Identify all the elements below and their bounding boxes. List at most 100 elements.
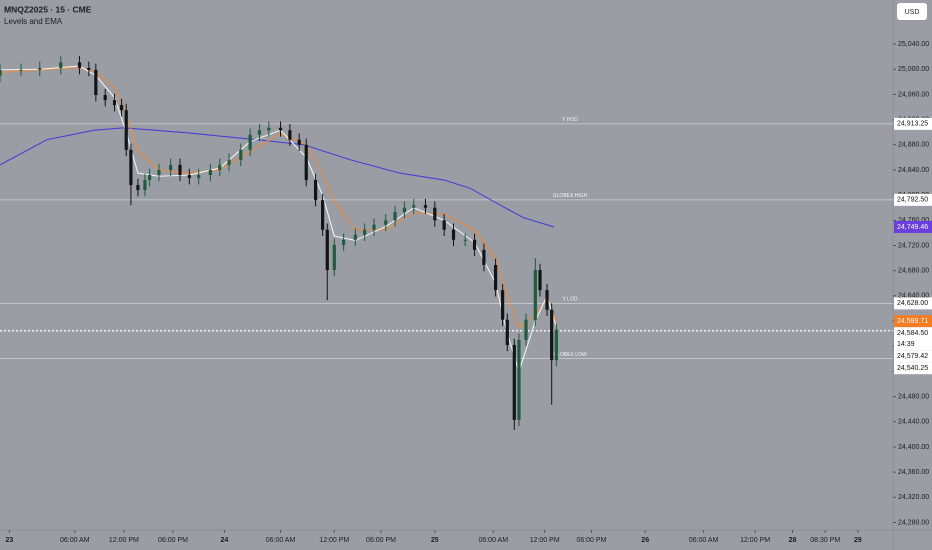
candle-body — [208, 169, 212, 175]
candle-body — [38, 67, 42, 70]
x-tick-label: 12:00 PM — [319, 537, 349, 544]
candle-body — [538, 270, 542, 291]
candle-body — [393, 212, 397, 221]
candle-body — [442, 220, 446, 230]
candle-body — [169, 164, 173, 170]
candle-body — [517, 339, 521, 420]
candle-body — [187, 174, 191, 179]
y-tick-label: 24,280.00 — [898, 519, 929, 526]
candle-body — [423, 205, 428, 208]
y-tick-label: 24,320.00 — [898, 494, 929, 501]
x-tick-label: 23 — [5, 537, 13, 544]
x-tick-label: 12:00 PM — [109, 537, 139, 544]
candle-body — [325, 229, 329, 271]
y-tick-label: 24,760.00 — [898, 217, 929, 224]
candle-body — [239, 149, 243, 160]
price-tag — [894, 315, 932, 328]
price-tag — [894, 193, 932, 206]
price-tag — [894, 117, 932, 130]
x-tick-label: 06:00 PM — [366, 537, 396, 544]
candle-body — [550, 309, 554, 361]
chart-title: MNQZ2025 · 15 · CME — [4, 4, 92, 14]
x-tick-label: 06:00 AM — [266, 537, 296, 544]
candle-body — [77, 62, 82, 68]
candle-body — [384, 220, 388, 225]
candle-body — [112, 100, 117, 106]
candle-body — [278, 127, 283, 131]
candle-body — [524, 319, 528, 340]
indicator-name: Levels and EMA — [4, 17, 63, 26]
x-tick-label: 06:00 AM — [478, 537, 508, 544]
ema-line — [0, 66, 557, 329]
y-tick-label: 24,880.00 — [898, 142, 929, 149]
candle-body — [136, 185, 140, 191]
candle-body — [412, 205, 416, 208]
price-tag-label: 24,584.50 — [897, 330, 928, 337]
candle-body — [363, 229, 367, 235]
price-tag-label: 24,792.50 — [897, 197, 928, 204]
y-tick-label: 25,040.00 — [898, 41, 929, 48]
x-tick-label: 06:00 PM — [576, 537, 606, 544]
x-tick-label: 06:00 AM — [60, 537, 90, 544]
candle-body — [402, 207, 407, 213]
candle-body — [472, 239, 477, 250]
candle-body — [451, 229, 456, 240]
candle-body — [313, 180, 318, 201]
candle-body — [157, 169, 161, 175]
candle-body — [124, 110, 128, 150]
candle-body — [148, 174, 152, 181]
y-tick-label: 25,000.00 — [898, 66, 929, 73]
y-tick-label: 24,400.00 — [898, 444, 929, 451]
price-tag — [894, 362, 932, 375]
price-tag — [894, 350, 932, 363]
price-tag-label: 24,599.71 — [897, 318, 928, 325]
countdown: 14:39 — [897, 341, 915, 348]
level-label: Y HOD — [562, 117, 578, 123]
candle-body — [143, 180, 147, 191]
y-tick-label: 24,840.00 — [898, 167, 929, 174]
x-tick-label: 28 — [789, 537, 797, 544]
x-tick-label: 08:30 PM — [810, 537, 840, 544]
y-tick-label: 24,720.00 — [898, 242, 929, 249]
ema-line — [0, 127, 555, 228]
price-tag — [894, 327, 932, 351]
candle-body — [288, 130, 292, 140]
y-tick-label: 24,480.00 — [898, 393, 929, 400]
price-tag — [894, 297, 932, 310]
y-tick-label: 24,680.00 — [898, 268, 929, 275]
currency-button[interactable] — [897, 3, 927, 20]
candle-body — [297, 139, 301, 145]
candle-body — [512, 344, 516, 420]
price-tag-label: 24,579.42 — [897, 353, 928, 360]
level-label: Y LOD — [563, 297, 578, 303]
candle-body — [545, 290, 549, 310]
candle-body — [321, 200, 325, 230]
x-tick-label: 26 — [641, 537, 649, 544]
y-tick-label: 24,960.00 — [898, 91, 929, 98]
candle-body — [433, 207, 437, 221]
candle-body — [372, 224, 376, 230]
x-tick-label: 06:00 AM — [689, 537, 719, 544]
y-tick-label: 24,360.00 — [898, 469, 929, 476]
level-label: GLOBEX LOW — [553, 352, 587, 358]
x-tick-label: 12:00 PM — [530, 537, 560, 544]
candle-body — [463, 239, 467, 241]
candle-body — [533, 270, 537, 320]
candle-body — [505, 319, 509, 345]
candle-body — [267, 127, 271, 131]
candle-body — [94, 69, 98, 96]
currency[interactable]: USD — [905, 9, 920, 16]
candle-body — [353, 234, 357, 240]
candle-body — [218, 164, 222, 170]
candle-body — [554, 329, 558, 361]
x-tick-label: 12:00 PM — [740, 537, 770, 544]
candle-body — [129, 149, 133, 186]
y-tick-label: 24,640.00 — [898, 293, 929, 300]
x-tick-label: 29 — [854, 537, 862, 544]
price-tag-label: 24,628.00 — [897, 300, 928, 307]
x-tick-label: 25 — [431, 537, 439, 544]
candle-body — [493, 265, 498, 291]
candle-body — [197, 174, 201, 179]
